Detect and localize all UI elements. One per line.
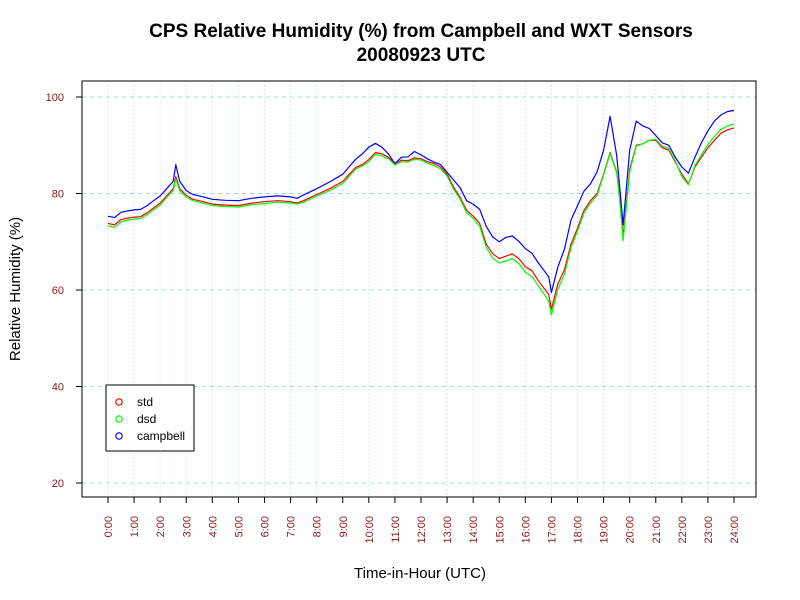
x-tick-label-0: 0:00 (103, 516, 115, 537)
legend-label-std: std (137, 395, 153, 409)
series-line-campbell (107, 109, 735, 293)
series-group (107, 109, 735, 316)
x-tick-label-13: 13:00 (442, 516, 454, 544)
plot-frame (81, 80, 757, 498)
x-tick-label-20: 20:00 (625, 516, 637, 544)
legend-marker-dsd (115, 415, 123, 423)
x-tick-label-3: 3:00 (181, 516, 193, 537)
legend-label-dsd: dsd (137, 412, 156, 426)
x-tick-label-7: 7:00 (286, 516, 298, 537)
x-axis-label: Time-in-Hour (UTC) (354, 565, 486, 582)
x-tick-label-12: 12:00 (416, 516, 428, 544)
x-tick-label-2: 2:00 (155, 516, 167, 537)
x-tick-label-1: 1:00 (129, 516, 141, 537)
y-tick-label-2: 60 (52, 285, 64, 297)
x-tick-label-19: 19:00 (599, 516, 611, 544)
x-tick-label-18: 18:00 (573, 516, 585, 544)
chart-title-line2: 20080923 UTC (357, 45, 486, 66)
x-tick-label-15: 15:00 (494, 516, 506, 544)
x-tick-label-8: 8:00 (312, 516, 324, 537)
y-axis-ticks: 20 40 60 80 100 (46, 92, 82, 490)
y-tick-label-3: 80 (52, 189, 64, 201)
x-tick-label-16: 16:00 (520, 516, 532, 544)
x-tick-label-4: 4:00 (207, 516, 219, 537)
legend-box (105, 384, 195, 452)
legend-marker-campbell (115, 432, 123, 440)
x-tick-label-17: 17:00 (546, 516, 558, 544)
legend: std dsd campbell (105, 384, 195, 452)
y-axis-label: Relative Humidity (%) (7, 217, 24, 361)
series-line-dsd (107, 123, 735, 316)
x-tick-label-9: 9:00 (338, 516, 350, 537)
x-tick-label-10: 10:00 (364, 516, 376, 544)
series-line-std (107, 127, 735, 310)
x-tick-label-21: 21:00 (651, 516, 663, 544)
y-tick-label-0: 20 (52, 478, 64, 490)
y-tick-label-1: 40 (52, 382, 64, 394)
legend-label-campbell: campbell (137, 429, 185, 443)
x-tick-label-6: 6:00 (260, 516, 272, 537)
x-tick-label-14: 14:00 (468, 516, 480, 544)
y-tick-label-4: 100 (46, 92, 64, 104)
chart-title-line1: CPS Relative Humidity (%) from Campbell … (149, 21, 693, 42)
x-tick-label-5: 5:00 (233, 516, 245, 537)
x-tick-label-11: 11:00 (390, 516, 402, 543)
x-axis-ticks: 0:00 1:00 2:00 3:00 4:00 5:00 6:00 7:00 8:00 9:00… (103, 497, 741, 544)
x-tick-label-22: 22:00 (677, 516, 689, 544)
legend-marker-std (115, 398, 123, 406)
grid (82, 81, 756, 497)
x-tick-label-24: 24:00 (729, 516, 741, 544)
x-tick-label-23: 23:00 (703, 516, 715, 544)
